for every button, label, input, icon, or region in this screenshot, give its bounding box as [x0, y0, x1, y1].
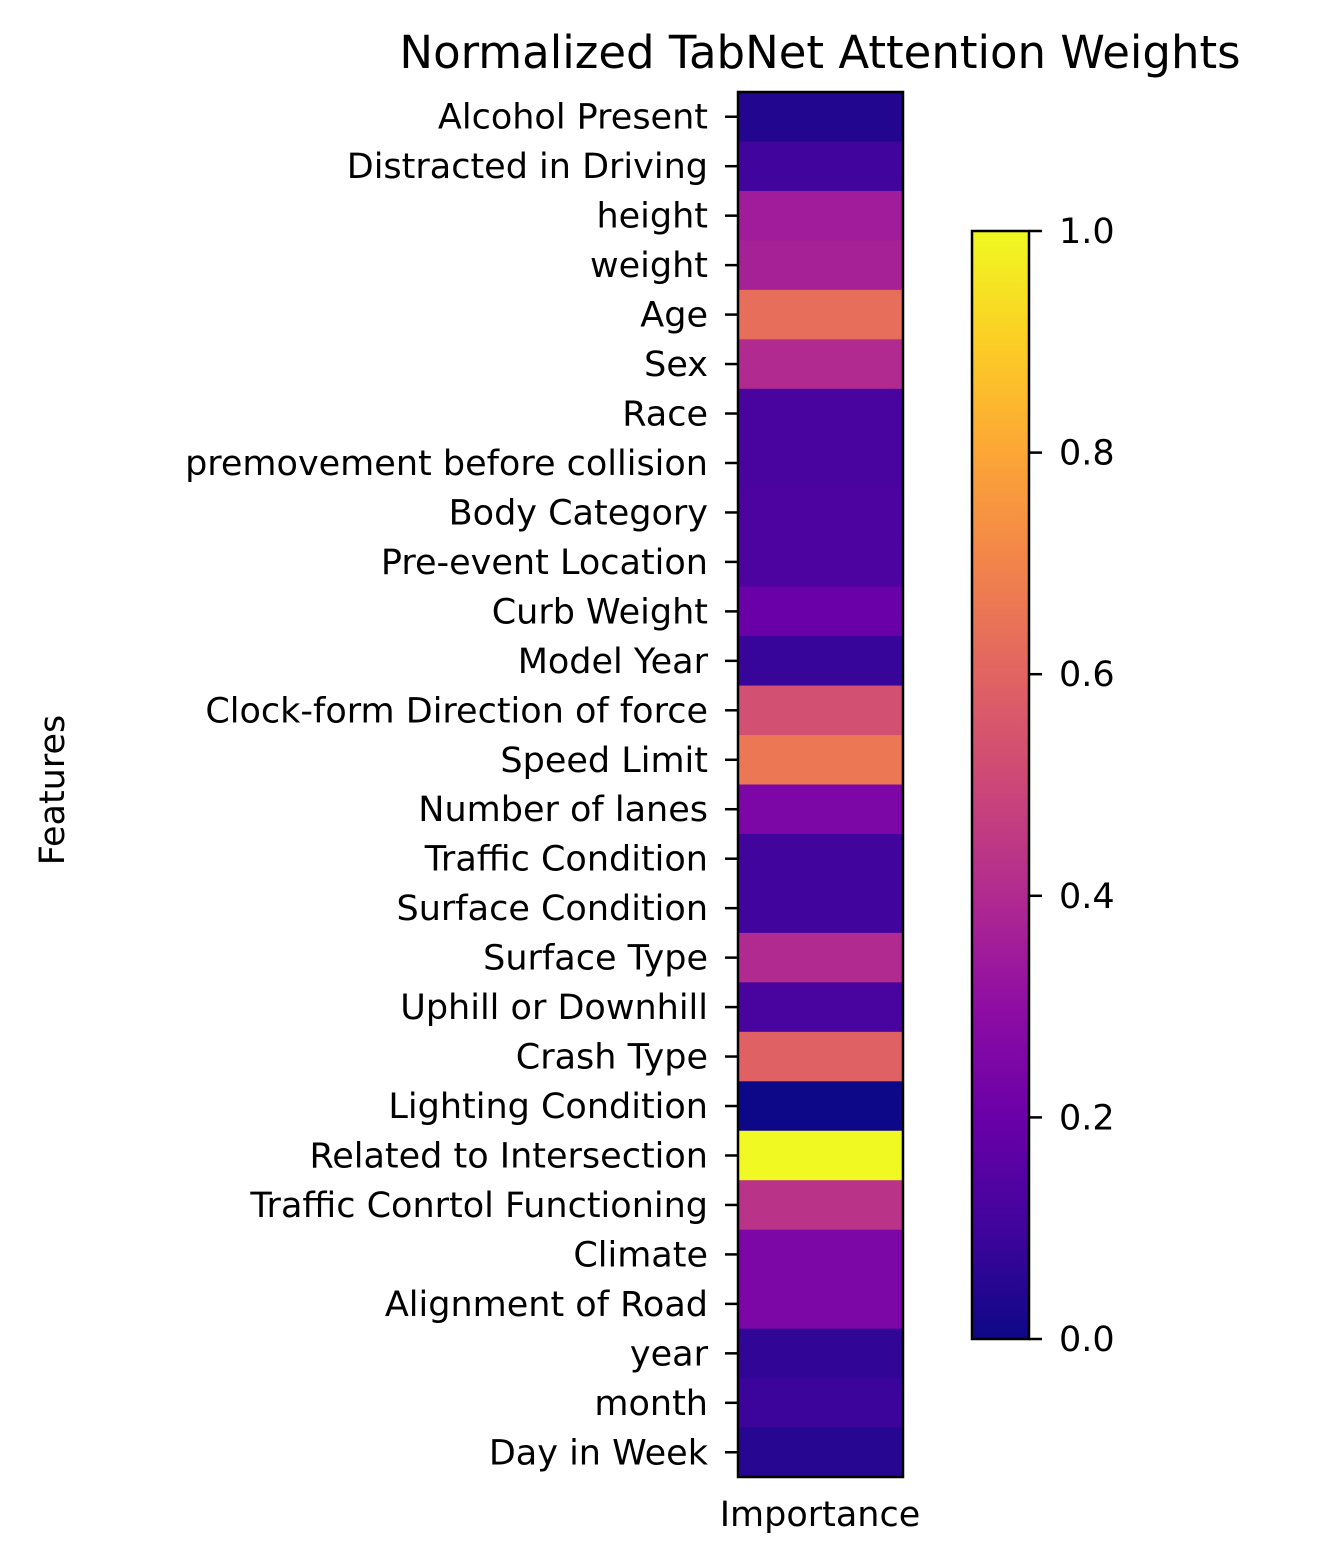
heatmap-cell	[738, 487, 903, 538]
y-tick-label: year	[630, 1334, 709, 1374]
y-tick-labels: Alcohol Present Distracted in Driving heig…	[185, 98, 738, 1473]
colorbar-tick-label: 0.4	[1059, 877, 1115, 917]
heatmap-cell	[738, 636, 903, 687]
heatmap-cell	[738, 982, 903, 1033]
heatmap-cell	[738, 537, 903, 588]
y-tick-label: Pre-event Location	[381, 543, 708, 583]
y-tick-label: Race	[622, 395, 708, 435]
heatmap-cell	[738, 1130, 903, 1181]
heatmap-cell	[738, 289, 903, 340]
y-tick-label: Crash Type	[516, 1038, 708, 1078]
heatmap-cell	[738, 735, 903, 786]
y-tick-label: Day in Week	[489, 1433, 709, 1473]
y-tick-label: Model Year	[518, 642, 709, 682]
colorbar-tick-label: 0.2	[1059, 1098, 1115, 1138]
y-tick-label: Speed Limit	[500, 741, 708, 781]
heatmap-cell	[738, 141, 903, 192]
colorbar-tick-label: 0.0	[1059, 1320, 1115, 1360]
heatmap-cell	[738, 883, 903, 934]
heatmap-cell	[738, 388, 903, 439]
heatmap-cell	[738, 1180, 903, 1231]
heatmap-cell	[738, 932, 903, 983]
x-axis-label: Importance	[720, 1495, 921, 1535]
heatmap-cell	[738, 438, 903, 489]
heatmap-frame	[736, 90, 905, 1479]
y-tick-label: premovement before collision	[185, 444, 708, 484]
colorbar-ticks: 0.0 0.2 0.4 0.6 0.8 1.0	[1029, 212, 1115, 1360]
y-tick-label: Sex	[644, 345, 708, 385]
y-tick-label: Distracted in Driving	[347, 147, 708, 187]
colorbar-tick-label: 0.8	[1059, 434, 1115, 474]
y-tick-label: Uphill or Downhill	[400, 988, 708, 1028]
heatmap-cell	[738, 1031, 903, 1082]
chart-title: Normalized TabNet Attention Weights	[399, 26, 1240, 79]
colorbar-tick-label: 0.6	[1059, 655, 1115, 695]
heatmap-cells	[738, 92, 903, 1478]
y-tick-label: Clock-form Direction of force	[205, 691, 708, 731]
colorbar-tick-label: 1.0	[1059, 212, 1115, 252]
y-tick-label: Climate	[573, 1235, 708, 1275]
y-tick-label: weight	[590, 246, 708, 286]
y-tick-label: Surface Condition	[397, 889, 708, 929]
y-tick-label: Age	[640, 296, 708, 336]
heatmap-cell	[738, 190, 903, 241]
y-tick-label: Traffic Conrtol Functioning	[249, 1186, 708, 1226]
heatmap-cell	[738, 833, 903, 885]
y-tick-label: Lighting Condition	[388, 1087, 708, 1127]
y-tick-label: Body Category	[449, 493, 708, 533]
heatmap-cell	[738, 339, 903, 390]
heatmap-cell	[738, 685, 903, 736]
y-tick-label: Surface Type	[483, 939, 708, 979]
y-tick-label: Number of lanes	[418, 790, 708, 830]
y-tick-label: Alignment of Road	[385, 1285, 708, 1325]
heatmap-cell	[738, 1427, 903, 1478]
y-tick-label: Traffic Condition	[424, 840, 708, 880]
y-tick-label: Curb Weight	[492, 592, 708, 632]
heatmap-cell	[738, 1328, 903, 1379]
y-tick-label: month	[594, 1384, 708, 1424]
colorbar	[970, 229, 1031, 1341]
y-axis-label: Features	[33, 715, 73, 866]
heatmap-cell	[738, 1378, 903, 1429]
heatmap-cell	[738, 92, 903, 143]
y-tick-label: Alcohol Present	[438, 98, 708, 138]
heatmap-cell	[738, 1081, 903, 1132]
y-tick-label: height	[596, 197, 708, 237]
y-tick-label: Related to Intersection	[309, 1136, 708, 1176]
heatmap-cell	[738, 586, 903, 637]
heatmap-cell	[738, 240, 903, 291]
heatmap-cell	[738, 1229, 903, 1280]
heatmap-cell	[738, 1279, 903, 1330]
heatmap-cell	[738, 784, 903, 835]
